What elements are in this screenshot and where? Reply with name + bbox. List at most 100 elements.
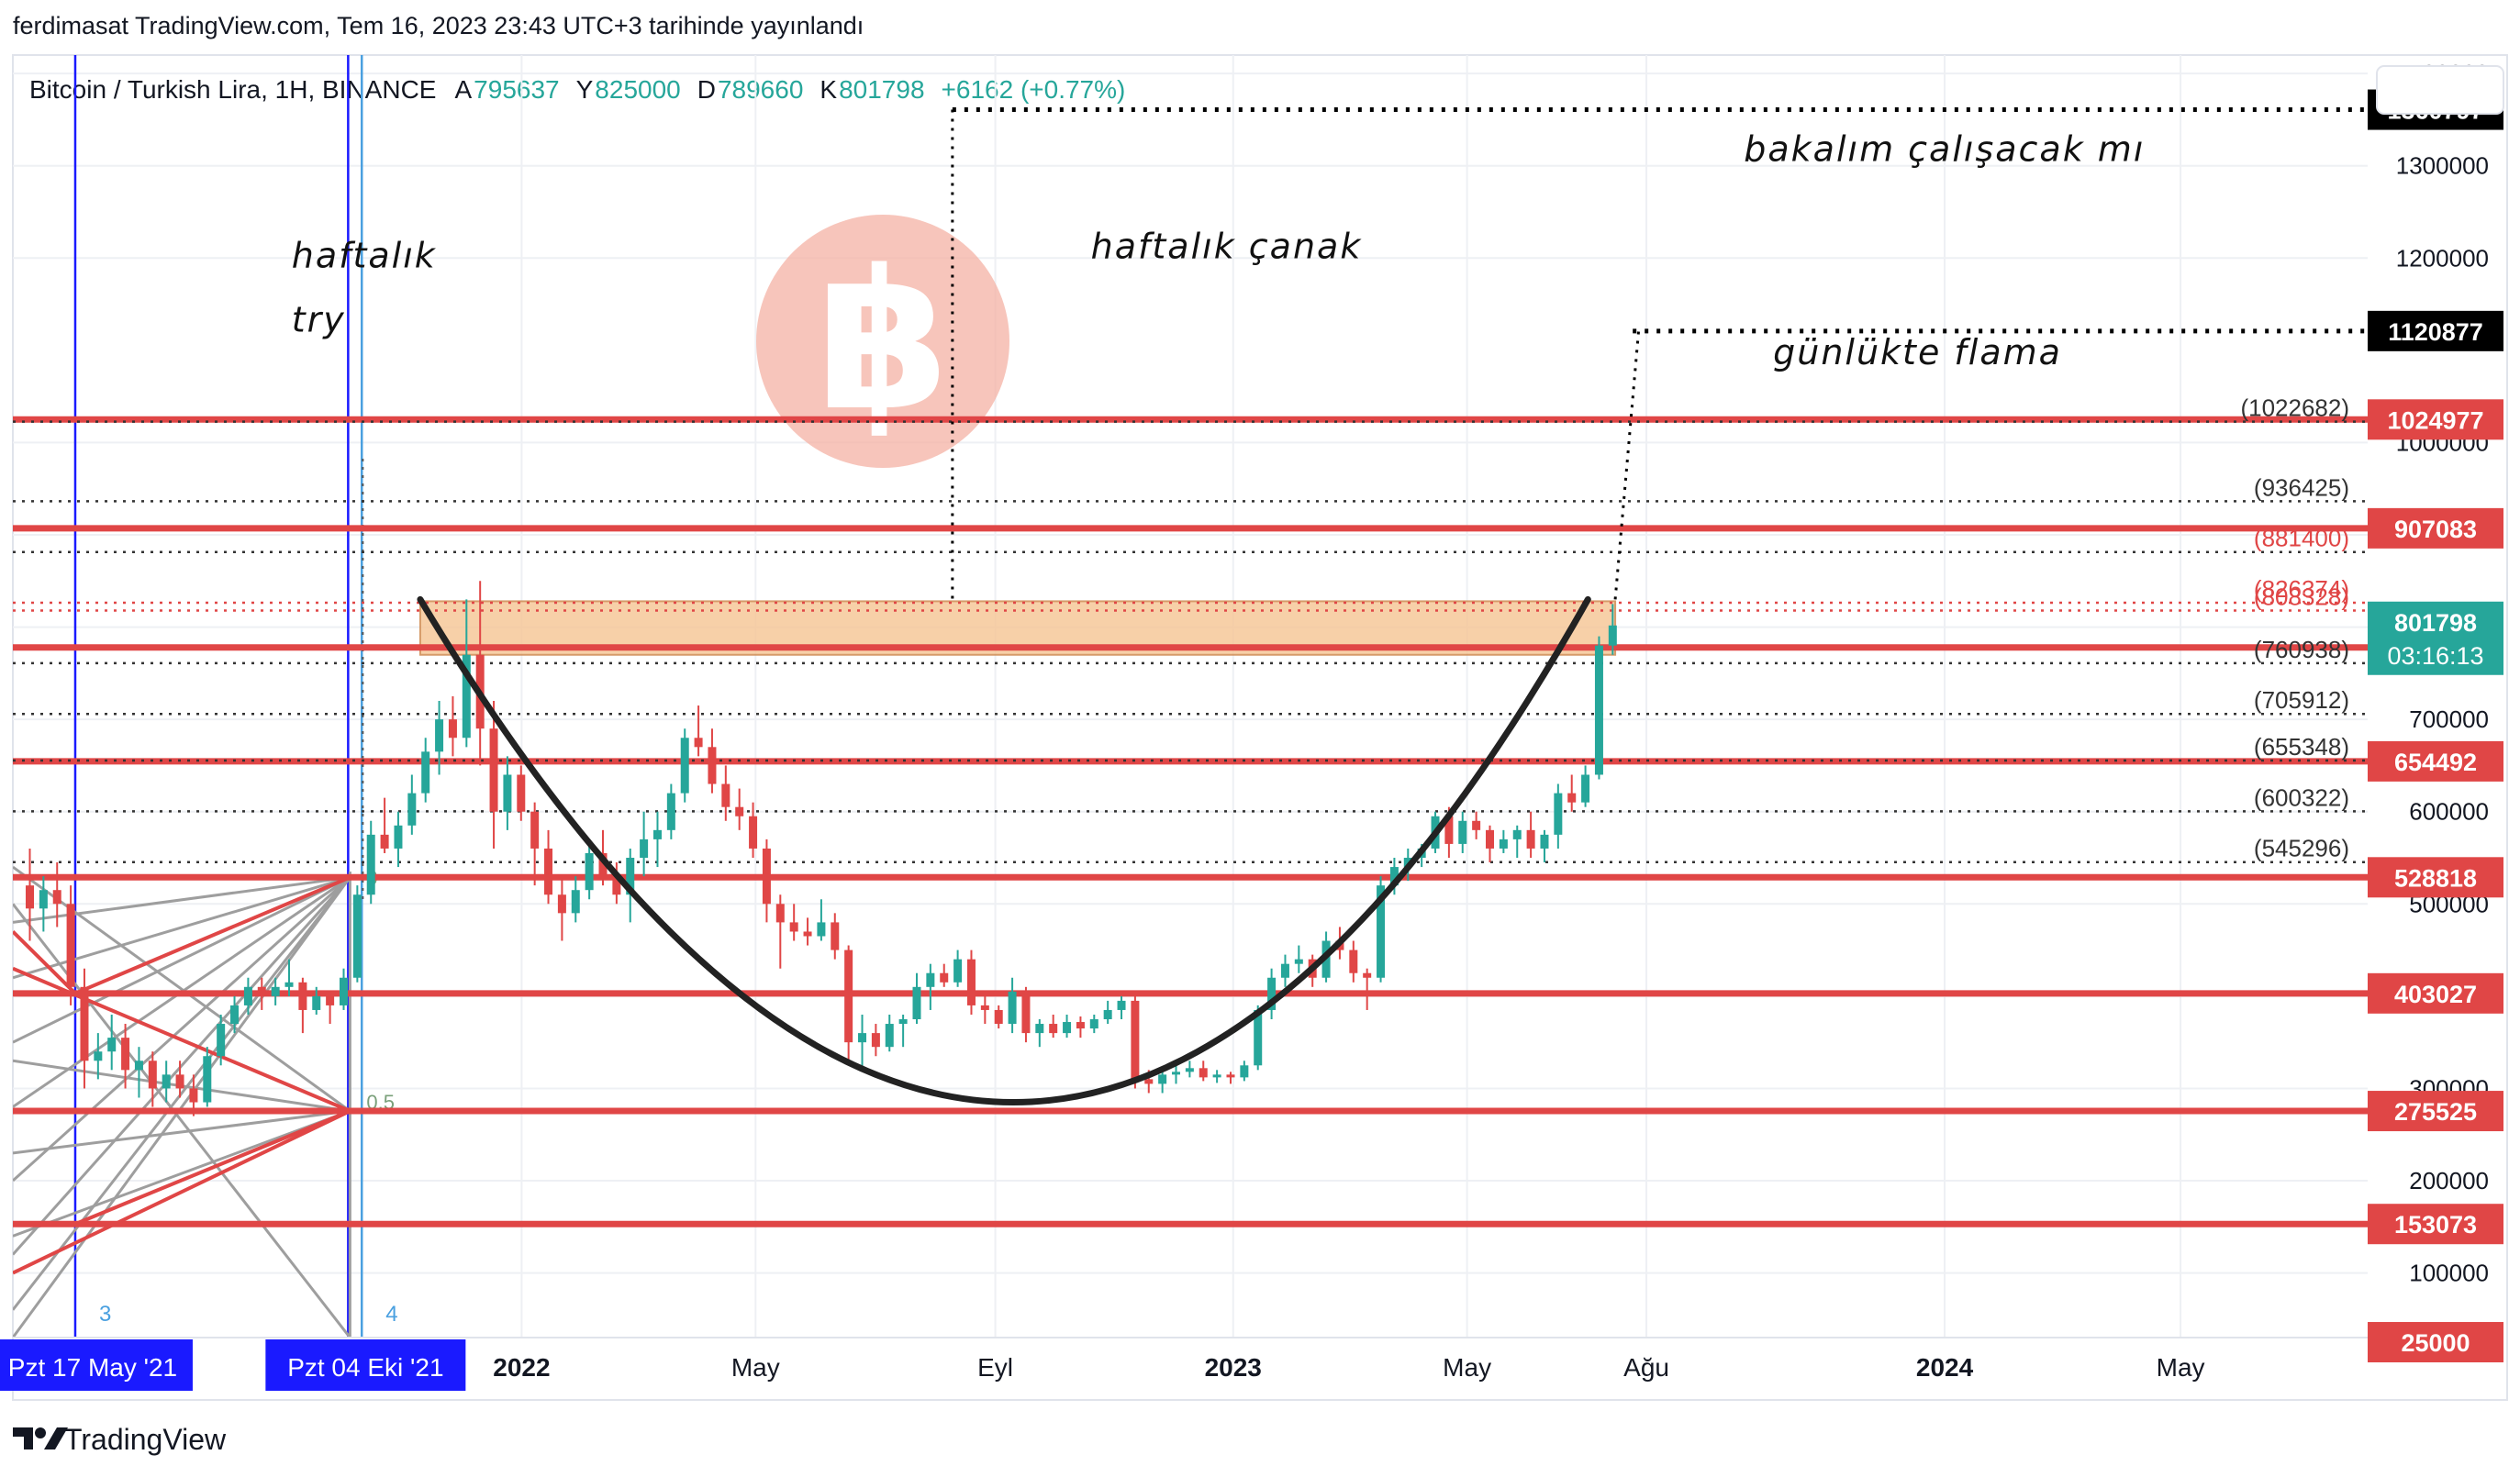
candle-body xyxy=(1144,1079,1154,1084)
candle-body xyxy=(366,834,375,895)
fib-label: (655348) xyxy=(2254,733,2349,761)
candle-body xyxy=(352,894,362,978)
candle-body xyxy=(1076,1022,1085,1029)
annotation-text: try xyxy=(292,300,346,340)
candle-body xyxy=(1389,867,1399,886)
candle-body xyxy=(557,894,566,914)
candle-body xyxy=(25,885,34,909)
time-tick: Ağu xyxy=(1623,1353,1669,1382)
price-tick: 100000 xyxy=(2409,1260,2489,1287)
candle-body xyxy=(312,995,321,1010)
candle-body xyxy=(940,972,949,983)
candle-body xyxy=(1185,1068,1194,1072)
fan-line xyxy=(13,875,351,1044)
vertical-line-label: 3 xyxy=(99,1302,111,1327)
bitcoin-logo-icon: ฿ xyxy=(756,215,1009,468)
candle-body xyxy=(1117,1000,1126,1010)
candle-body xyxy=(1021,991,1031,1034)
high-value: 825000 xyxy=(595,75,680,104)
candle-body xyxy=(652,829,662,839)
level-badge-bg xyxy=(2368,399,2503,440)
candle-body xyxy=(571,890,580,914)
vertical-line-label: 4 xyxy=(385,1302,397,1327)
candle-body xyxy=(1103,1009,1112,1020)
candle-body xyxy=(1567,793,1577,803)
level-badge: 153073 xyxy=(2394,1211,2477,1238)
candle-body xyxy=(271,986,280,996)
symbol-name[interactable]: Bitcoin / Turkish Lira, 1H, BINANCE xyxy=(29,75,436,104)
fib-label: (808328) xyxy=(2254,583,2349,610)
candle-body xyxy=(1267,977,1277,1010)
fan-line xyxy=(13,876,351,1183)
fib-label: (600322) xyxy=(2254,783,2349,811)
level-badge: 907083 xyxy=(2394,516,2477,543)
level-badge: 403027 xyxy=(2394,981,2477,1008)
fib-label: (760938) xyxy=(2254,636,2349,663)
candle-body xyxy=(503,774,512,812)
candle-body xyxy=(1199,1068,1208,1078)
price-tick: 1200000 xyxy=(2396,244,2489,272)
fan-red-line xyxy=(13,930,77,995)
candle-body xyxy=(1349,950,1358,973)
time-axis[interactable]: 2022 May Eyl 2023 May Ağu 2024 May xyxy=(13,1337,2368,1382)
level-badge-bg xyxy=(2368,1091,2503,1132)
fib-label: (1022682) xyxy=(2240,394,2349,422)
candle-body xyxy=(421,751,430,794)
candle-body xyxy=(1063,1022,1072,1034)
annotation-text: haftalık çanak xyxy=(1091,226,1363,266)
candle-body xyxy=(1240,1065,1249,1078)
candle-body xyxy=(326,995,335,1005)
time-tick: 2023 xyxy=(1205,1353,1262,1382)
candle-body xyxy=(243,986,252,1005)
projection-line xyxy=(1613,330,1641,600)
plot-area[interactable]: 34 00.5 xyxy=(13,55,2368,1338)
candle-body xyxy=(1280,963,1289,978)
candle-body xyxy=(803,931,812,937)
candle-body xyxy=(435,719,444,752)
fan-red-line xyxy=(74,1109,351,1227)
candle-body xyxy=(1049,1024,1058,1034)
candle-body xyxy=(666,793,675,830)
candle-body xyxy=(980,1005,989,1010)
candle-body xyxy=(448,719,457,739)
fib-label: (936425) xyxy=(2254,473,2349,501)
close-label: K xyxy=(820,75,837,104)
level-badge: 654492 xyxy=(2394,749,2477,776)
candle-body xyxy=(339,977,348,1005)
date-badge-bg xyxy=(0,1339,193,1391)
candle-body xyxy=(1377,885,1386,978)
candle-body xyxy=(394,825,403,849)
candles xyxy=(25,581,1617,1116)
candle-body xyxy=(230,1005,240,1025)
level-badge: 25000 xyxy=(2401,1329,2470,1357)
candle-body xyxy=(1608,625,1617,646)
candle-body xyxy=(640,839,649,859)
price-tick: 1300000 xyxy=(2396,152,2489,180)
candle-body xyxy=(517,774,526,812)
level-badge-bg xyxy=(2368,1322,2503,1363)
candle-body xyxy=(1526,829,1535,849)
fan-line xyxy=(13,1109,351,1238)
candle-body xyxy=(817,922,826,937)
level-badge: 275525 xyxy=(2394,1098,2477,1126)
candle-body xyxy=(1294,959,1303,964)
candle-body xyxy=(1554,793,1563,835)
cup-path xyxy=(417,595,1591,1106)
open-value: 795637 xyxy=(474,75,559,104)
candle-body xyxy=(612,876,621,895)
candle-body xyxy=(694,738,703,748)
level-badge-bg xyxy=(2368,740,2503,782)
scale-settings-button[interactable] xyxy=(2376,65,2504,115)
open-label: A xyxy=(454,75,472,104)
candle-body xyxy=(1403,858,1412,868)
target-lines xyxy=(951,107,2368,602)
high-label: Y xyxy=(576,75,594,104)
time-tick: May xyxy=(1443,1353,1491,1382)
price-tick: 700000 xyxy=(2409,705,2489,733)
countdown: 03:16:13 xyxy=(2387,642,2483,670)
candle-body xyxy=(1472,820,1481,830)
time-tick: 2022 xyxy=(493,1353,550,1382)
candle-body xyxy=(1254,1009,1263,1066)
